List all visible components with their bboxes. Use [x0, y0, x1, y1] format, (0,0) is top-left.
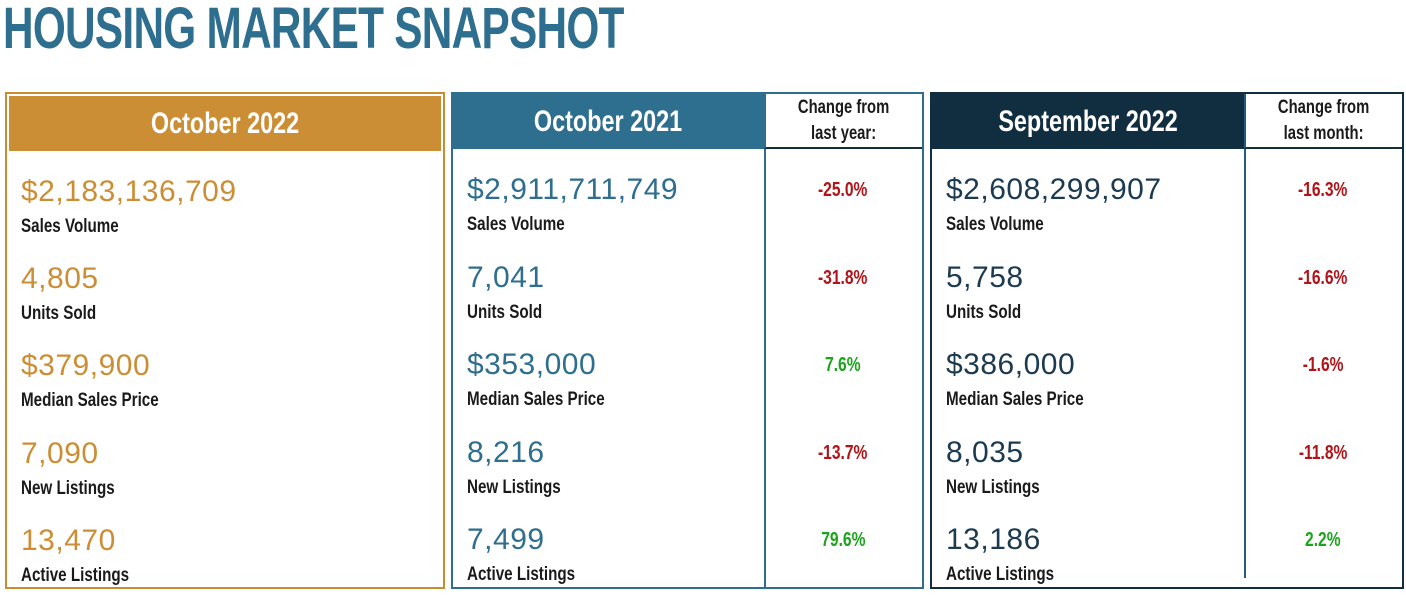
stat-value: 4,805 — [21, 262, 99, 296]
stat-label: Median Sales Price — [21, 390, 159, 412]
change-value: -16.3% — [1298, 179, 1348, 201]
change-value: 2.2% — [1305, 529, 1341, 552]
page-title-text: HOUSING MARKET SNAPSHOT — [3, 0, 624, 61]
stat-label: Units Sold — [21, 303, 97, 325]
change-column: -25.0% -31.8% 7.6% -13.7% 79.6% — [764, 149, 922, 587]
stat-row: $2,911,711,749 Sales Volume — [467, 149, 764, 237]
stat-value: $379,900 — [21, 349, 151, 383]
stat-value: $2,183,136,709 — [21, 175, 237, 208]
panel-october-2021: October 2021 Change from last year: $2,9… — [451, 92, 924, 589]
stat-row: 7,090 New Listings — [21, 413, 443, 500]
panel-october-2021-header: October 2021 — [453, 94, 764, 149]
stat-row: $379,900 Median Sales Price — [21, 325, 443, 412]
change-value: 79.6% — [820, 529, 866, 552]
change-header-line1: Change from — [1278, 96, 1370, 118]
stat-label: New Listings — [467, 476, 561, 498]
change-value: -11.8% — [1298, 441, 1348, 464]
stat-label: Median Sales Price — [946, 389, 1084, 411]
stat-label: Units Sold — [467, 301, 543, 323]
stat-value: $386,000 — [946, 348, 1076, 382]
stat-row: 8,216 New Listings — [467, 412, 764, 500]
stats-column: $2,183,136,709 Sales Volume 4,805 Units … — [7, 151, 443, 587]
change-header-text: Change from last month: — [1278, 95, 1369, 146]
change-value: -16.6% — [1298, 266, 1348, 289]
stat-label: New Listings — [946, 476, 1040, 498]
stat-row: $2,608,299,907 Sales Volume — [946, 149, 1244, 237]
stat-value: 13,470 — [21, 523, 116, 557]
panel-header-title: October 2021 — [534, 104, 683, 138]
stat-value: $353,000 — [467, 348, 597, 382]
stat-value: $2,911,711,749 — [467, 173, 679, 206]
change-value: -13.7% — [818, 441, 868, 464]
stat-row: 5,758 Units Sold — [946, 237, 1244, 325]
stat-value: 8,216 — [467, 435, 545, 469]
panel-september-2022-header: September 2022 — [932, 94, 1244, 149]
stats-column: $2,911,711,749 Sales Volume 7,041 Units … — [453, 149, 764, 587]
stat-value: 7,499 — [467, 523, 545, 557]
change-value: -25.0% — [818, 179, 868, 201]
stat-label: Active Listings — [21, 564, 130, 586]
change-header: Change from last year: — [764, 94, 922, 149]
stat-row: 4,805 Units Sold — [21, 238, 443, 325]
stat-label: Active Listings — [946, 564, 1055, 586]
panel-header-title: September 2022 — [998, 104, 1178, 138]
stat-row: 8,035 New Listings — [946, 412, 1244, 500]
stat-row: $386,000 Median Sales Price — [946, 324, 1244, 412]
stat-row: $2,183,136,709 Sales Volume — [21, 151, 443, 238]
page-title: HOUSING MARKET SNAPSHOT — [3, 0, 1406, 58]
stat-row: 7,041 Units Sold — [467, 237, 764, 325]
change-header-line1: Change from — [798, 96, 890, 118]
stat-label: New Listings — [21, 477, 115, 499]
stats-column: $2,608,299,907 Sales Volume 5,758 Units … — [932, 149, 1244, 587]
change-value: 7.6% — [825, 354, 861, 377]
stat-value: 7,041 — [467, 260, 545, 294]
stat-label: Units Sold — [946, 301, 1022, 323]
panel-october-2022: October 2022 $2,183,136,709 Sales Volume… — [5, 92, 445, 589]
stat-value: 5,758 — [946, 260, 1024, 294]
change-header-line2: last month: — [1284, 122, 1364, 144]
stat-row: $353,000 Median Sales Price — [467, 324, 764, 412]
stat-label: Active Listings — [467, 564, 576, 586]
stat-label: Median Sales Price — [467, 389, 605, 411]
change-column: -16.3% -16.6% -1.6% -11.8% 2.2% — [1244, 149, 1402, 587]
panel-october-2022-header: October 2022 — [9, 96, 441, 151]
stat-value: $2,608,299,907 — [946, 173, 1162, 206]
change-header: Change from last month: — [1244, 94, 1402, 149]
panels-row: October 2022 $2,183,136,709 Sales Volume… — [5, 92, 1406, 589]
stat-value: 13,186 — [946, 523, 1041, 557]
stat-label: Sales Volume — [21, 216, 119, 237]
stat-row: 7,499 Active Listings — [467, 499, 764, 587]
panel-header-title: October 2022 — [150, 106, 300, 140]
stat-row: 13,186 Active Listings — [946, 499, 1244, 587]
stat-label: Sales Volume — [946, 214, 1044, 235]
stat-value: 8,035 — [946, 435, 1024, 469]
change-value: -31.8% — [818, 266, 868, 289]
panel-september-2022: September 2022 Change from last month: $… — [930, 92, 1404, 589]
stat-label: Sales Volume — [467, 214, 565, 235]
change-header-line2: last year: — [811, 122, 877, 144]
change-header-text: Change from last year: — [798, 95, 889, 146]
stat-row: 13,470 Active Listings — [21, 500, 443, 587]
change-value: -1.6% — [1302, 354, 1344, 377]
stat-value: 7,090 — [21, 436, 99, 470]
